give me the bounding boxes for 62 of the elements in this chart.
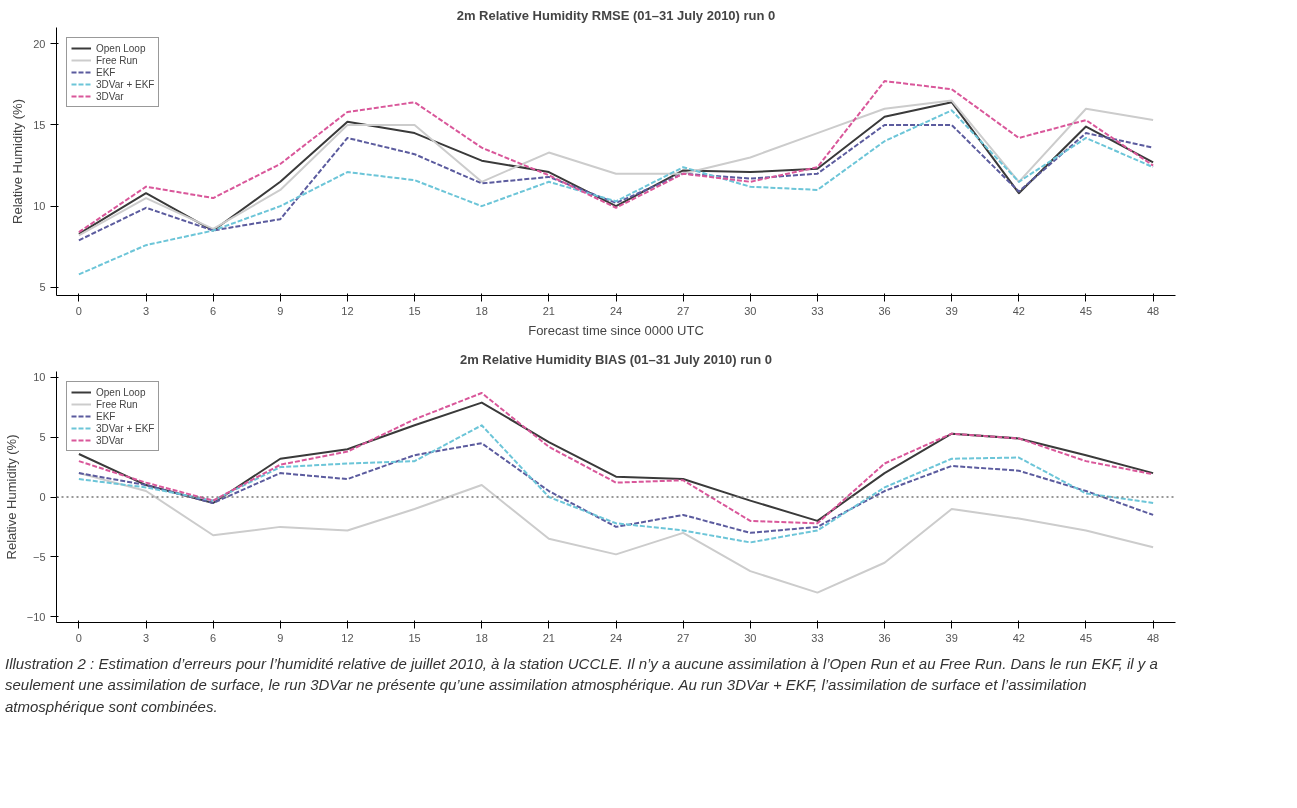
y-axis-title: Relative Humidity (%) bbox=[10, 99, 26, 224]
legend-label: EKF bbox=[96, 410, 116, 422]
x-tick-label: 42 bbox=[1012, 304, 1025, 317]
y-tick-label: 10 bbox=[33, 371, 46, 384]
x-tick-label: 45 bbox=[1079, 304, 1093, 317]
x-tick-label: 30 bbox=[744, 631, 757, 644]
legend-label: 3DVar bbox=[96, 90, 124, 102]
x-tick-label: 48 bbox=[1147, 631, 1160, 644]
y-tick-label: 5 bbox=[39, 431, 46, 444]
chart-title: 2m Relative Humidity BIAS (01–31 July 2010) run 0 bbox=[459, 351, 773, 367]
legend-label: Open Loop bbox=[96, 42, 146, 54]
x-tick-label: 33 bbox=[811, 304, 824, 317]
text: Illustration 2 : Estimation d’erreurs pour l’humidité relative de juillet 2010, à la station UCCLE. Il n’y a aucune assimilation à l’Open Run et au Free Run. Dans le run EKF, il y a seulement une assimilation de surface, le run 3DVar ne présente qu’une assimilation atmosphérique. Au run 3DVar + EKF, l’assimilation de surface et l’assimilation atmosphérique sont combinées. bbox=[5, 654, 1159, 717]
y-tick-label: 20 bbox=[33, 37, 46, 50]
line-series bbox=[77, 442, 1155, 534]
legend-label: EKF bbox=[96, 66, 116, 78]
x-tick-label: 48 bbox=[1147, 304, 1160, 317]
x-tick-label: 27 bbox=[677, 304, 690, 317]
x-tick-label: 27 bbox=[677, 631, 690, 644]
x-tick-label: 24 bbox=[609, 304, 623, 317]
x-tick-label: 42 bbox=[1012, 631, 1025, 644]
y-tick-label: 5 bbox=[39, 281, 46, 294]
y-axis-title: Relative Humidity (%) bbox=[3, 434, 19, 560]
y-tick-label: 0 bbox=[39, 491, 46, 503]
x-tick-label: 9 bbox=[277, 631, 284, 644]
legend-label: Open Loop bbox=[96, 386, 146, 398]
x-tick-label: 45 bbox=[1079, 631, 1093, 644]
legend-label: Free Run bbox=[96, 54, 138, 66]
x-tick-label: 36 bbox=[878, 631, 891, 644]
x-tick-label: 9 bbox=[277, 304, 284, 317]
x-tick-label: 18 bbox=[475, 631, 488, 644]
x-tick-label: 12 bbox=[341, 631, 354, 644]
x-tick-label: 39 bbox=[945, 304, 958, 317]
x-tick-label: 3 bbox=[142, 631, 150, 644]
x-tick-label: 18 bbox=[475, 304, 488, 317]
x-tick-label: 30 bbox=[744, 304, 757, 317]
y-tick-label: 10 bbox=[33, 200, 46, 213]
x-tick-label: 3 bbox=[142, 304, 150, 317]
line-series bbox=[77, 424, 1155, 544]
chart-title: 2m Relative Humidity RMSE (01–31 July 2010) run 0 bbox=[456, 7, 776, 23]
y-tick-label: −5 bbox=[32, 550, 46, 563]
x-tick-label: 0 bbox=[75, 304, 82, 317]
x-tick-label: 15 bbox=[408, 631, 421, 644]
x-tick-label: 24 bbox=[609, 631, 623, 644]
x-tick-label: 15 bbox=[408, 304, 421, 317]
x-tick-label: 0 bbox=[75, 631, 82, 644]
legend-label: 3DVar + EKF bbox=[96, 422, 155, 434]
line-series bbox=[77, 472, 1155, 594]
legend-label: Free Run bbox=[96, 398, 138, 410]
y-tick-label: 15 bbox=[33, 118, 46, 131]
x-tick-label: 21 bbox=[542, 631, 555, 644]
legend-label: 3DVar bbox=[96, 434, 124, 446]
y-tick-label: −10 bbox=[26, 610, 46, 623]
x-tick-label: 21 bbox=[542, 304, 555, 317]
x-tick-label: 39 bbox=[945, 631, 958, 644]
x-axis-title: Forecast time since 0000 UTC bbox=[528, 322, 704, 338]
x-tick-label: 36 bbox=[878, 304, 891, 317]
x-tick-label: 6 bbox=[210, 631, 217, 644]
x-tick-label: 6 bbox=[210, 304, 217, 317]
x-tick-label: 12 bbox=[341, 304, 354, 317]
legend-label: 3DVar + EKF bbox=[96, 78, 155, 90]
x-tick-label: 33 bbox=[811, 631, 824, 644]
